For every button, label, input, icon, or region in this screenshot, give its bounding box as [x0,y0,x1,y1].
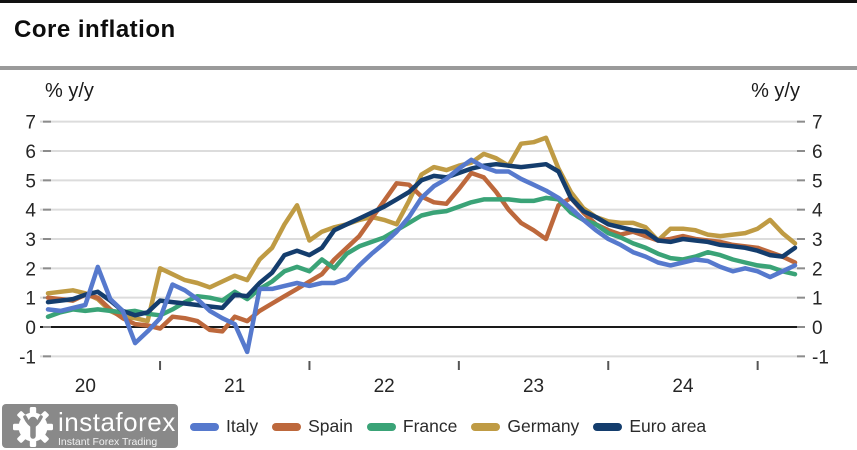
y-tick-label-left: 6 [25,142,36,163]
legend-label: Spain [308,416,353,436]
legend-swatch [593,422,623,431]
legend-label: France [402,416,458,436]
y-tick-label-right: 6 [812,142,823,163]
series-line-italy [45,157,798,355]
gear-person-icon [13,407,53,447]
x-year-label: 20 [75,376,96,397]
legend-swatch [471,422,501,431]
y-tick-label-right: 5 [812,171,823,192]
logo-tagline: Instant Forex Trading [58,436,158,448]
y-axis-unit-right: % y/y [751,80,800,102]
y-axis-unit-left: % y/y [45,80,94,102]
legend-swatch [190,422,219,431]
legend-label: Germany [507,416,580,436]
page-title: Core inflation [14,16,176,43]
y-tick-label-right: 2 [812,259,823,280]
chart-legend: Italy Spain France Germany Euro area [190,416,706,437]
legend-item-spain: Spain [272,416,353,437]
x-year-label: 22 [374,376,395,397]
legend-item-france: France [366,416,458,437]
legend-label: Euro area [629,416,707,436]
series-line-france [45,195,798,319]
x-year-label: 23 [523,376,544,397]
top-border [0,0,857,3]
y-tick-label-right: 7 [812,113,823,134]
instaforex-logo: instaforex Instant Forex Trading [2,404,178,448]
series-line-germany [45,135,798,324]
legend-label: Italy [226,416,259,436]
logo-wordmark: instaforex [58,407,176,437]
legend-item-italy: Italy [190,416,258,437]
y-tick-label-left: 0 [25,318,36,339]
y-tick-label-right: 4 [812,201,823,222]
title-divider [0,66,857,70]
legend-swatch [366,422,396,431]
y-tick-label-right: 1 [812,289,823,310]
y-tick-label-left: 3 [25,230,36,251]
y-tick-label-left: 1 [25,289,36,310]
y-tick-label-left: 5 [25,171,36,192]
y-tick-label-left: 7 [25,113,36,134]
y-tick-label-left: -1 [19,347,36,368]
y-tick-label-right: 0 [812,318,823,339]
x-year-label: 24 [672,376,694,397]
legend-item-euro-area: Euro area [593,416,706,437]
legend-item-germany: Germany [471,416,579,437]
y-tick-label-right: -1 [812,347,829,368]
y-tick-label-right: 3 [812,230,823,251]
series-line-euro-area [45,161,798,318]
x-year-label: 21 [224,376,245,397]
legend-swatch [272,422,302,431]
y-tick-label-left: 4 [25,201,36,222]
y-tick-label-left: 2 [25,259,36,280]
